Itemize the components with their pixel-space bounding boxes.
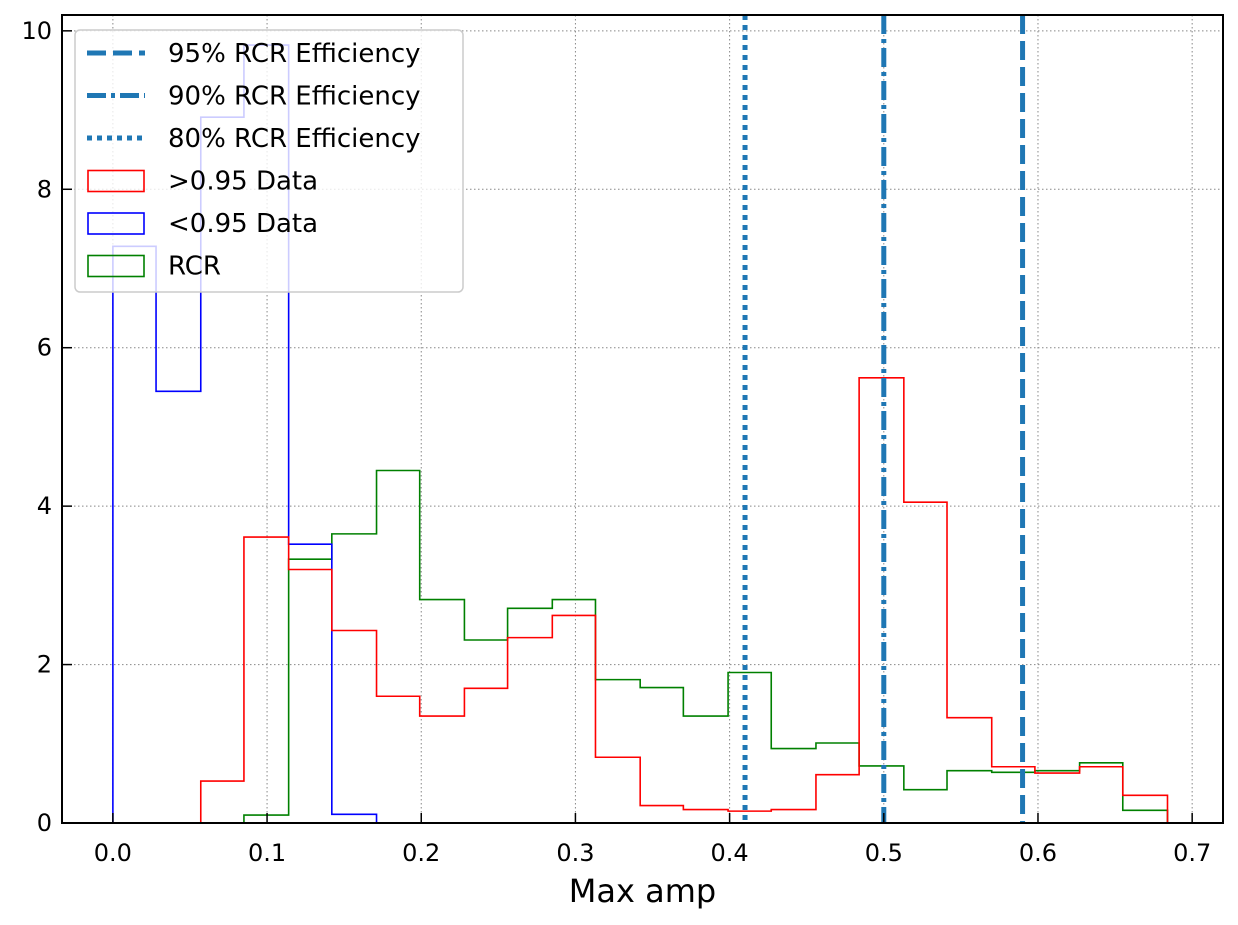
efficiency-lines <box>742 15 1026 823</box>
legend-label: >0.95 Data <box>168 167 318 197</box>
x-tick-label: 0.7 <box>1173 839 1211 867</box>
legend-swatch-patch <box>87 169 145 193</box>
y-tick-label: 2 <box>37 651 52 679</box>
histogram-step--0-95-data <box>199 377 1169 823</box>
x-tick-label: 0.3 <box>556 839 594 867</box>
plot-frame <box>61 14 1224 824</box>
legend-label: <0.95 Data <box>168 209 318 239</box>
legend-box <box>74 29 464 293</box>
legend: 95% RCR Efficiency 90% RCR Efficiency 80% … <box>74 29 464 293</box>
histogram-step-rcr <box>243 469 1169 823</box>
x-tick-label: 0.6 <box>1019 839 1057 867</box>
legend-label: 90% RCR Efficiency <box>168 82 421 112</box>
legend-swatch-patch <box>87 212 145 235</box>
legend-label: 80% RCR Efficiency <box>168 124 421 154</box>
x-tick-label: 0.0 <box>94 839 132 867</box>
x-tick-label: 0.5 <box>865 839 903 867</box>
y-tick-label: 0 <box>37 809 52 837</box>
y-tick-label: 6 <box>37 334 52 362</box>
legend-swatch-patch <box>87 254 145 278</box>
x-tick-label: 0.1 <box>248 839 286 867</box>
x-axis-title: Max amp <box>569 872 716 910</box>
x-tick-label: 0.2 <box>402 839 440 867</box>
legend-label: RCR <box>168 252 221 282</box>
y-tick-label: 4 <box>37 492 52 520</box>
x-tick-label: 0.4 <box>711 839 749 867</box>
legend-label: 95% RCR Efficiency <box>168 39 421 69</box>
axis-ticks: 0.0 0.1 0.2 0.3 0.4 0.5 0.6 0.7 0 2 4 6 8 10 <box>21 17 1211 867</box>
y-tick-label: 10 <box>21 17 52 45</box>
y-tick-label: 8 <box>37 175 52 203</box>
